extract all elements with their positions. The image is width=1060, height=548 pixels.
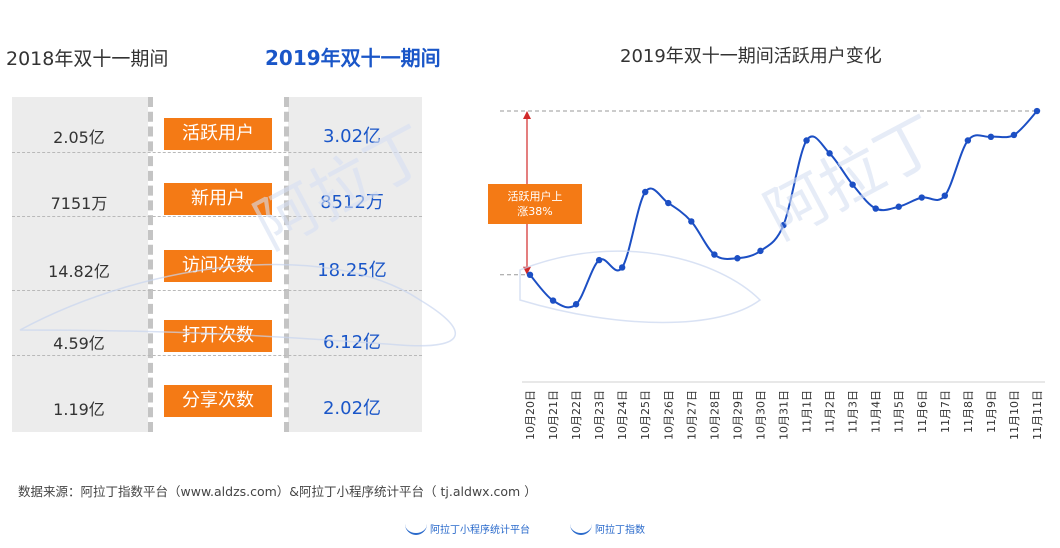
- footer-logo-label: 阿拉丁小程序统计平台: [430, 525, 530, 536]
- x-tick-label: 10月20日: [524, 390, 537, 440]
- data-point: [711, 251, 718, 258]
- x-tick-label: 10月28日: [708, 390, 721, 440]
- metric-label-opens: 打开次数: [164, 320, 272, 352]
- x-tick-label: 10月29日: [731, 390, 744, 440]
- value-2018-active-users: 2.05亿: [53, 128, 105, 147]
- data-point: [734, 255, 741, 262]
- footer-logo-index: 阿拉丁指数: [570, 521, 645, 536]
- data-point: [872, 205, 879, 212]
- x-tick-label: 11月10日: [1008, 390, 1021, 440]
- data-point: [618, 264, 626, 271]
- arrow-head-up-icon: [523, 111, 531, 120]
- data-point: [1010, 131, 1018, 139]
- value-2018-shares: 1.19亿: [53, 400, 105, 419]
- data-point: [803, 137, 810, 144]
- metric-label-shares: 分享次数: [164, 385, 272, 417]
- value-2019-active-users: 3.02亿: [322, 126, 382, 147]
- data-point: [572, 301, 580, 308]
- value-2019-opens: 6.12亿: [322, 332, 382, 353]
- row-divider: [12, 216, 422, 217]
- data-point: [964, 137, 972, 144]
- title-2018: 2018年双十一期间: [6, 48, 169, 70]
- x-tick-label: 11月9日: [985, 390, 998, 433]
- separator-left: [148, 97, 153, 432]
- x-tick-label: 11月5日: [893, 390, 906, 433]
- x-tick-label: 11月1日: [801, 390, 814, 433]
- x-tick-label: 11月11日: [1031, 390, 1044, 440]
- footer-logo-stats-platform: 阿拉丁小程序统计平台: [405, 521, 530, 536]
- series-line: [529, 110, 1038, 309]
- x-tick-label: 10月22日: [570, 390, 583, 440]
- line-chart: 活跃用户上涨38% 10月20日 10月21日 10月22日 10月23日 10月24日 1…: [488, 107, 1045, 440]
- value-2019-new-users: 8512万: [320, 192, 384, 213]
- data-point: [987, 133, 995, 140]
- separator-right: [284, 97, 289, 432]
- data-point: [1033, 107, 1041, 115]
- annotation-label: 活跃用户上涨38%: [508, 189, 563, 218]
- value-2018-visits: 14.82亿: [48, 262, 110, 281]
- data-point: [526, 271, 534, 278]
- value-2018-new-users: 7151万: [50, 194, 108, 213]
- title-2019: 2019年双十一期间: [265, 46, 441, 70]
- data-point: [826, 150, 833, 157]
- x-tick-label: 10月21日: [547, 390, 560, 440]
- x-tick-label: 10月23日: [593, 390, 606, 440]
- x-tick-label: 10月24日: [616, 390, 629, 440]
- row-divider: [12, 355, 422, 356]
- data-point: [688, 218, 695, 225]
- row-divider: [12, 290, 422, 291]
- data-source-note: 数据来源：阿拉丁指数平台（www.aldzs.com）&阿拉丁小程序统计平台（ …: [18, 484, 537, 499]
- x-tick-label: 11月2日: [824, 390, 837, 433]
- x-tick-label: 11月8日: [962, 390, 975, 433]
- x-tick-label: 10月25日: [639, 390, 652, 440]
- x-tick-label: 11月7日: [939, 390, 952, 433]
- metric-label-new-users: 新用户: [164, 183, 272, 215]
- row-divider: [12, 152, 422, 153]
- metric-label-active-users: 活跃用户: [164, 118, 272, 150]
- x-tick-label: 10月30日: [754, 390, 767, 440]
- x-tick-label: 10月26日: [662, 390, 675, 440]
- data-point: [665, 199, 672, 207]
- data-point: [757, 247, 764, 255]
- value-2018-opens: 4.59亿: [53, 334, 105, 353]
- x-tick-label: 10月27日: [685, 390, 698, 440]
- logo-mark-icon: [570, 523, 592, 535]
- data-point: [595, 256, 603, 264]
- data-point: [780, 221, 787, 229]
- chart-title: 2019年双十一期间活跃用户变化: [620, 46, 882, 67]
- footer-logo-label: 阿拉丁指数: [595, 525, 645, 536]
- x-tick-label: 10月31日: [778, 390, 791, 440]
- data-point: [642, 188, 649, 196]
- data-point: [849, 181, 856, 188]
- metric-label-visits: 访问次数: [164, 250, 272, 282]
- logo-mark-icon: [405, 523, 427, 535]
- x-tick-label: 11月6日: [916, 390, 929, 433]
- x-tick-label: 11月4日: [870, 390, 883, 433]
- annotation-box: [488, 184, 582, 224]
- data-point: [549, 297, 557, 304]
- data-point: [895, 203, 902, 210]
- x-tick-label: 11月3日: [847, 390, 860, 433]
- data-point: [941, 192, 949, 199]
- value-2019-shares: 2.02亿: [322, 398, 382, 419]
- value-2019-visits: 18.25亿: [317, 260, 387, 281]
- data-point: [918, 194, 925, 201]
